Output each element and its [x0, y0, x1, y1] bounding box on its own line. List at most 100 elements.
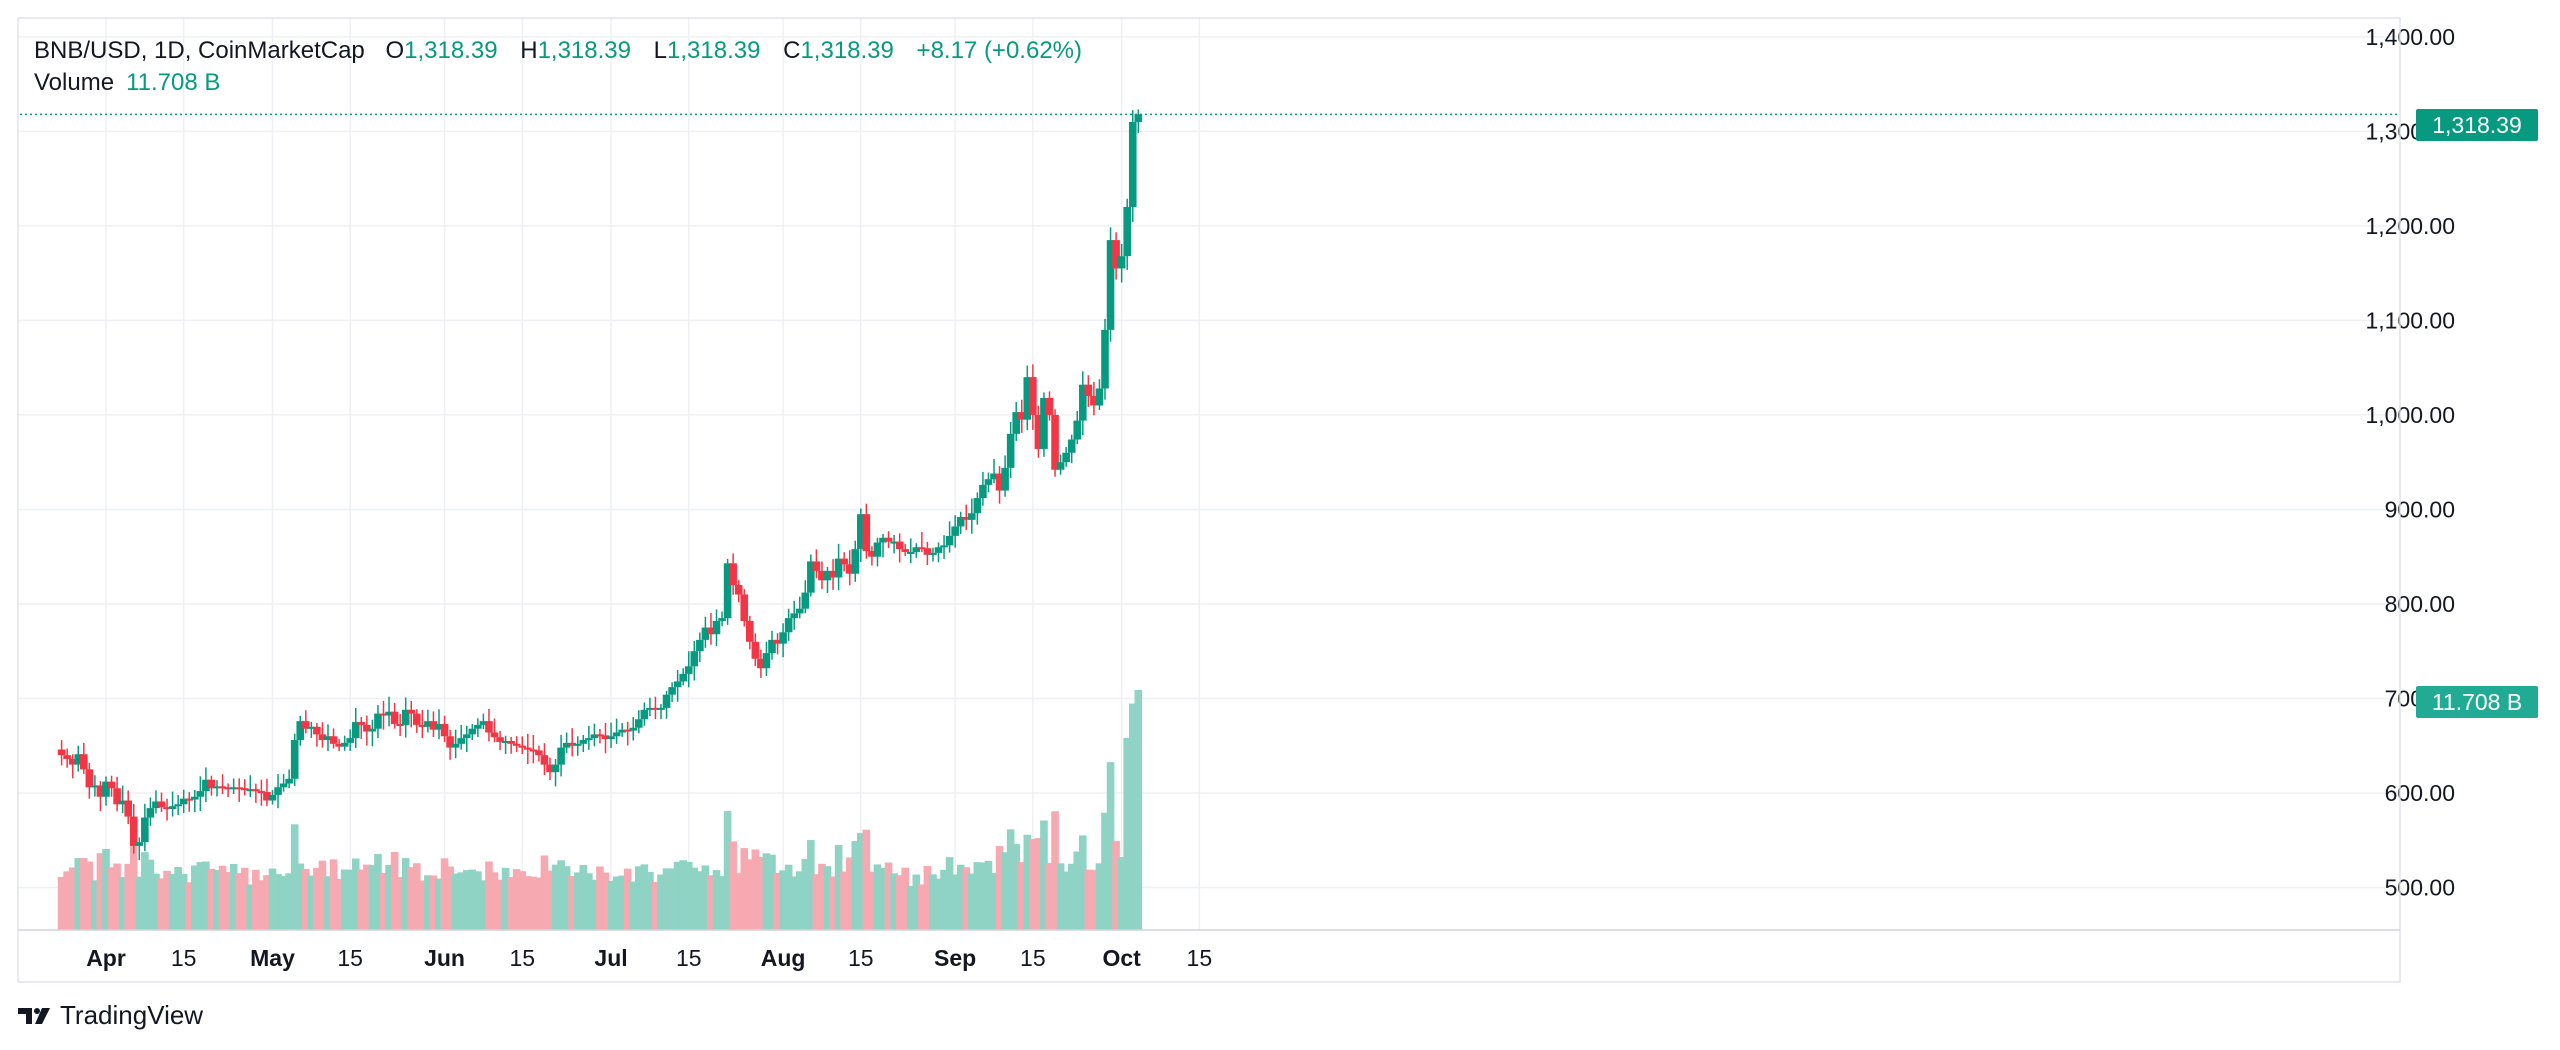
- volume-bar: [313, 868, 321, 930]
- candle-body: [707, 627, 715, 635]
- candle-body: [274, 787, 282, 795]
- candle-body: [590, 734, 599, 739]
- candle-body: [102, 781, 110, 797]
- volume-bar: [934, 878, 943, 930]
- close-value: 1,318.39: [800, 37, 894, 64]
- candle-body: [718, 618, 726, 621]
- volume-bar: [918, 884, 926, 930]
- tradingview-logo[interactable]: TradingView: [18, 1000, 203, 1031]
- candle-body: [435, 723, 443, 730]
- candle-body: [1045, 397, 1054, 415]
- volume-bar: [85, 861, 94, 930]
- volume-bar: [868, 871, 876, 930]
- volume-bar: [96, 853, 105, 930]
- volume-bar: [757, 856, 765, 930]
- candle-body: [1062, 452, 1070, 463]
- volume-bar: [901, 867, 909, 930]
- candle-body: [1001, 467, 1009, 491]
- volume-bar: [474, 871, 482, 930]
- volume-bar: [1073, 851, 1082, 930]
- price-tick-label: 1,200.00: [2365, 213, 2455, 239]
- volume-bar: [940, 869, 948, 930]
- candle-body: [579, 740, 588, 744]
- symbol-title[interactable]: BNB/USD, 1D, CoinMarketCap: [34, 37, 365, 64]
- volume-bar: [324, 876, 332, 930]
- candle-body: [268, 794, 277, 801]
- candle-body: [951, 526, 959, 536]
- candle-body: [85, 769, 94, 788]
- volume-bar: [679, 860, 687, 930]
- candle-body: [1079, 384, 1087, 421]
- candle-body: [168, 806, 177, 810]
- candle-body: [424, 721, 432, 727]
- volume-bar: [374, 854, 382, 930]
- volume-bar: [1134, 690, 1143, 930]
- candle-body: [63, 755, 71, 759]
- candle-body: [279, 783, 288, 788]
- volume-bar: [135, 876, 144, 930]
- volume-bar: [507, 877, 515, 930]
- volume-bar: [179, 873, 188, 930]
- volume-label[interactable]: Volume: [34, 69, 115, 96]
- candle-body: [1101, 329, 1109, 389]
- volume-bar: [191, 865, 199, 930]
- candle-body: [224, 787, 232, 790]
- volume-bar: [202, 861, 210, 930]
- high-value: 1,318.39: [537, 37, 631, 64]
- price-tick-label: 1,100.00: [2365, 307, 2455, 333]
- volume-bar: [401, 858, 410, 930]
- time-tick-label: 15: [676, 945, 702, 971]
- volume-bar: [174, 866, 182, 930]
- volume-bar: [462, 870, 471, 930]
- volume-bar: [1012, 844, 1020, 930]
- volume-bar: [490, 872, 499, 930]
- volume-bar: [213, 870, 221, 930]
- candle-body: [546, 764, 554, 773]
- candle-body: [1056, 462, 1065, 470]
- candle-body: [113, 788, 121, 805]
- change-value: +8.17 (+0.62%): [916, 37, 1082, 64]
- candle-body: [906, 551, 915, 554]
- price-axis[interactable]: 500.00600.00700.00800.00900.001,000.001,…: [2365, 24, 2455, 901]
- volume-legend: Volume 11.708 B: [34, 66, 220, 100]
- candle-body: [257, 791, 266, 794]
- candle-body: [823, 570, 832, 581]
- volume-bar: [651, 881, 660, 930]
- volume-bar: [535, 877, 543, 930]
- candle-body: [135, 842, 144, 846]
- volume-legend-value: 11.708 B: [126, 69, 221, 96]
- time-axis[interactable]: Apr 15 May 15 Jun 15 Jul 15 Aug 15 Sep 15 Oct 15: [86, 945, 1212, 971]
- volume-bar: [629, 881, 638, 930]
- volume-bar: [318, 860, 327, 930]
- volume-bar: [385, 864, 393, 930]
- candle-body: [141, 817, 149, 843]
- volume-bar: [540, 855, 549, 930]
- volume-bar: [1079, 835, 1087, 930]
- volume-bar: [424, 875, 432, 930]
- volume-bar: [152, 873, 160, 930]
- candle-body: [157, 801, 166, 808]
- volume-bar: [840, 871, 848, 930]
- volume-bar: [351, 858, 360, 930]
- time-tick-label: Sep: [934, 945, 976, 971]
- candle-body: [302, 721, 310, 729]
- candle-body: [202, 779, 210, 792]
- volume-bar: [746, 859, 754, 930]
- candle-body: [307, 726, 316, 729]
- volume-bar: [873, 864, 882, 930]
- candle-body: [684, 666, 693, 674]
- volume-bar: [729, 841, 737, 930]
- candle-body: [884, 537, 893, 542]
- candle-body: [246, 789, 255, 792]
- volume-bar: [818, 863, 826, 930]
- open-label: O: [385, 37, 405, 64]
- price-tick-label: 1,400.00: [2365, 24, 2455, 50]
- candle-body: [379, 713, 388, 716]
- volume-bar: [1123, 738, 1131, 930]
- candle-body: [107, 781, 116, 789]
- candle-body: [485, 721, 493, 733]
- candle-body: [418, 724, 427, 727]
- volume-bar: [129, 844, 138, 930]
- candle-body: [607, 736, 615, 740]
